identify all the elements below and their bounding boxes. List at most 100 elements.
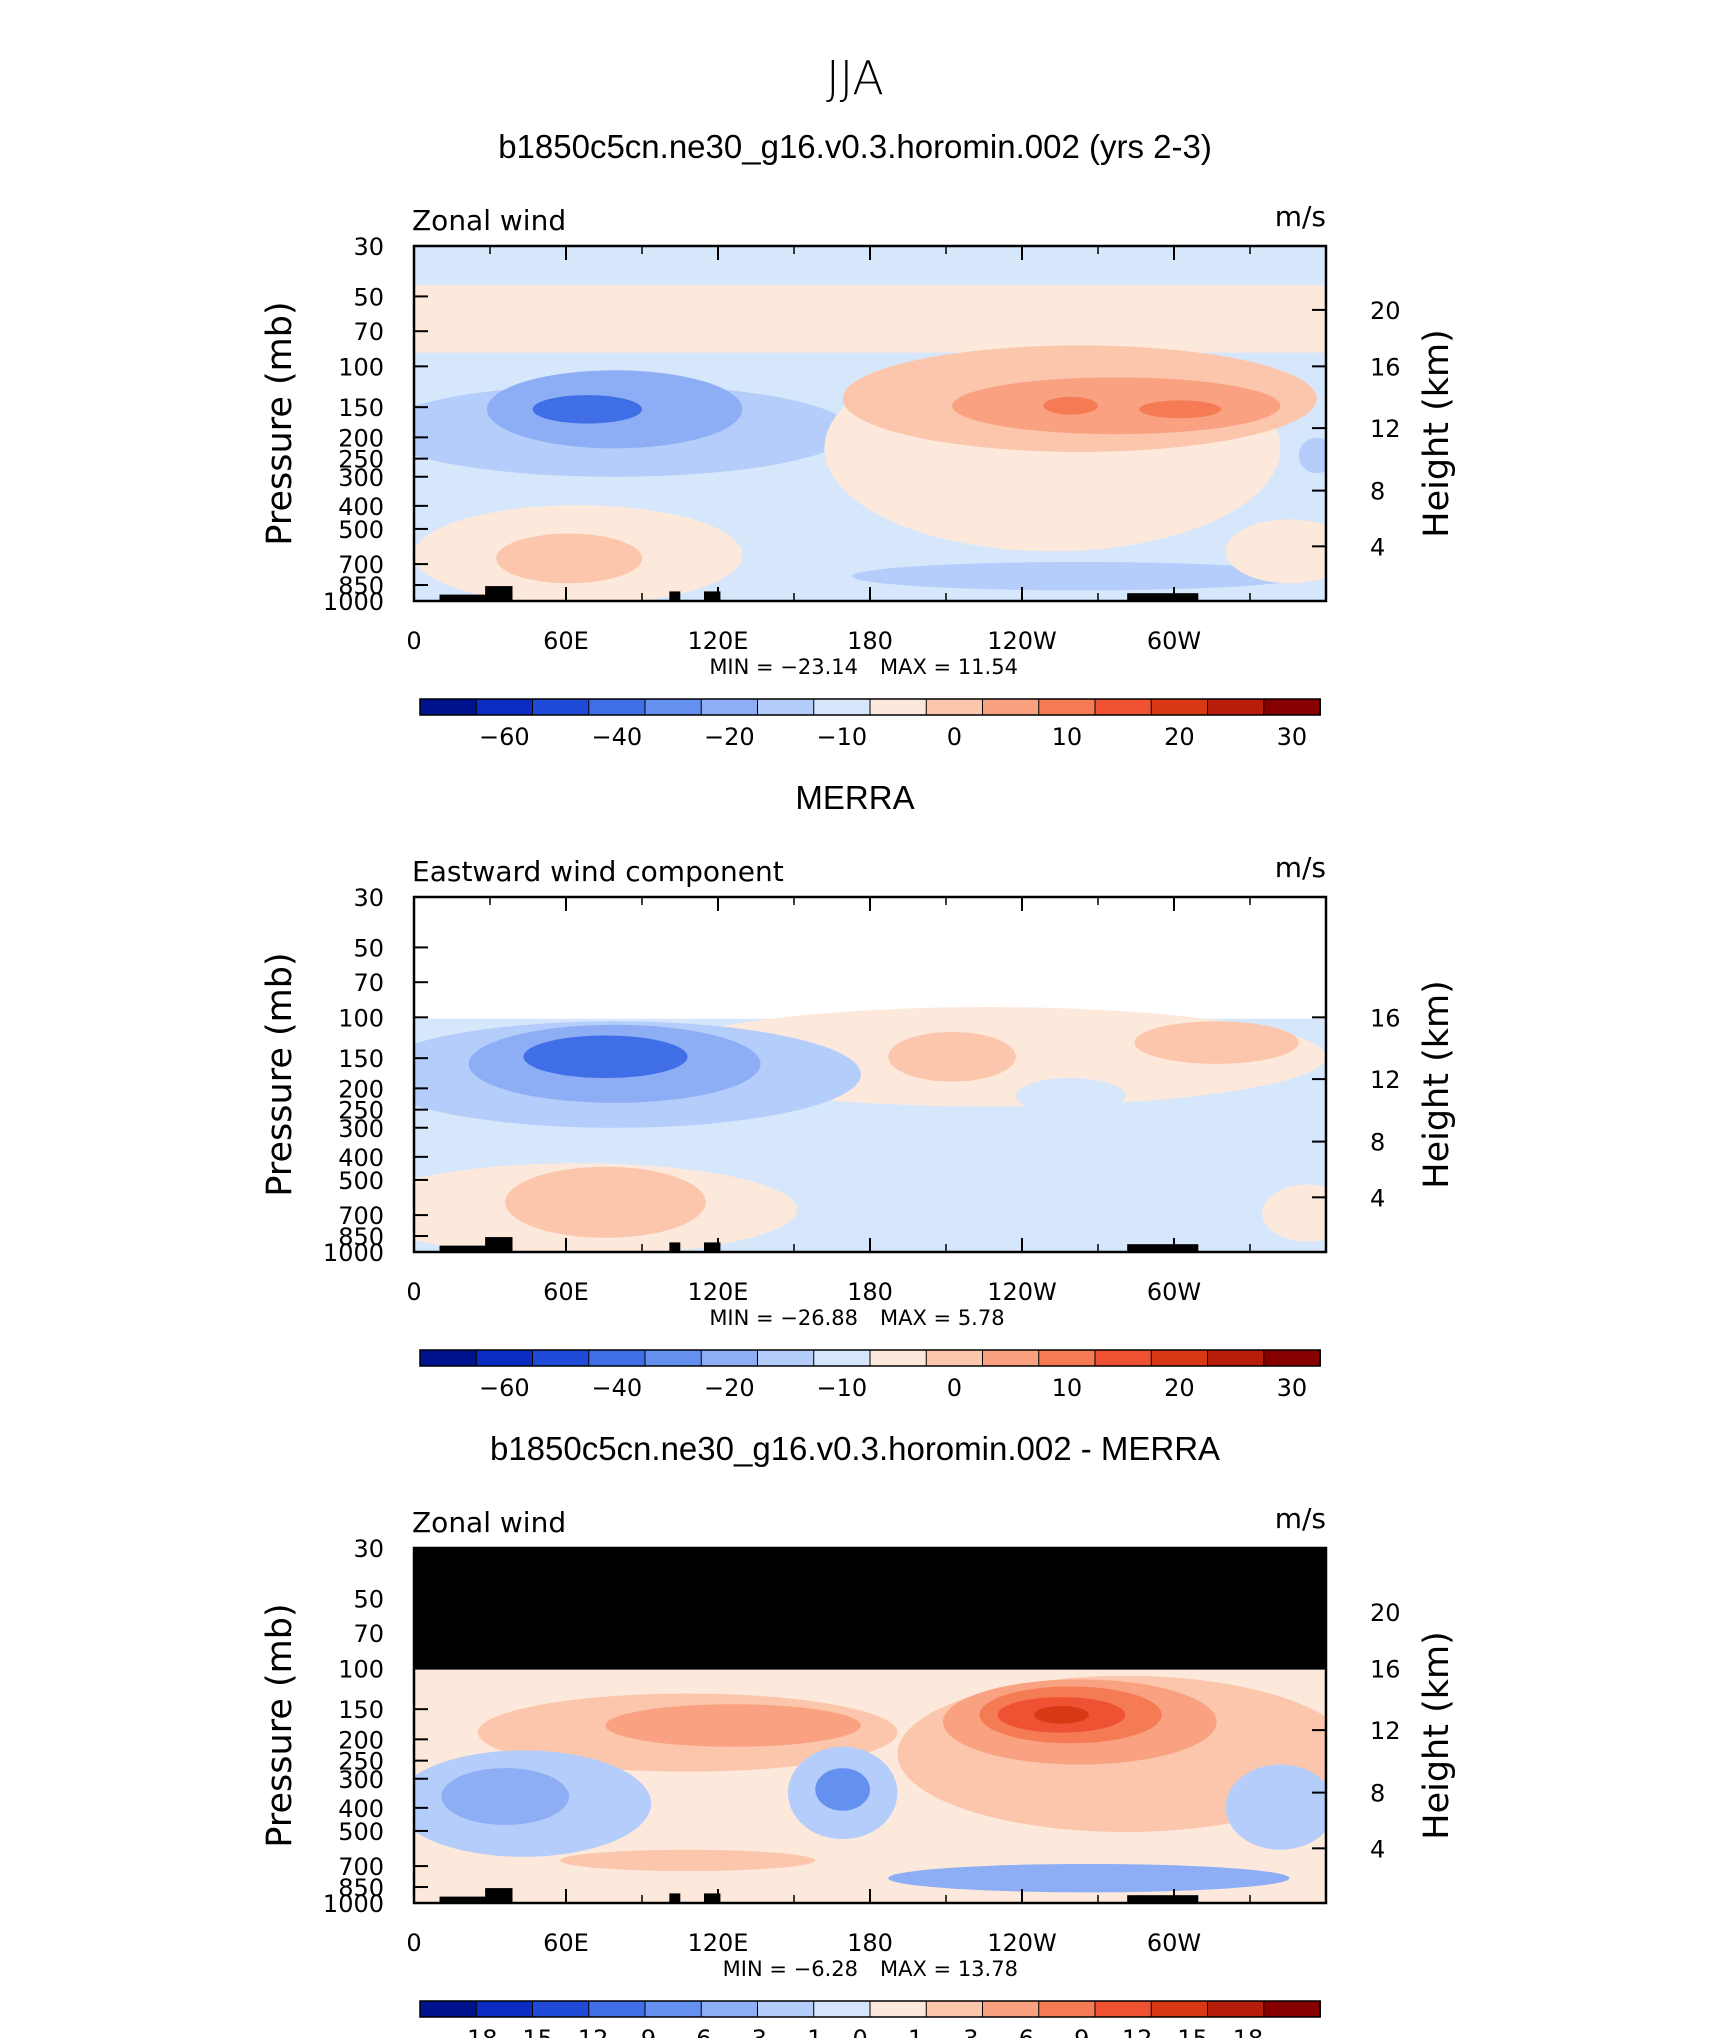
colorbar-box — [1094, 698, 1153, 716]
colorbar-label: −18 — [447, 2025, 498, 2038]
colorbar-box — [757, 2000, 815, 2018]
topography — [704, 1242, 721, 1252]
colorbar: −18 −15 −12 −9 −6 −3 −1 0 1 3 6 9 12 15 18 — [419, 2000, 1321, 2038]
colorbar-label: 30 — [1277, 723, 1308, 751]
y-tick-label: 30 — [353, 233, 384, 261]
x-tick-label: 120W — [987, 1278, 1057, 1306]
topography — [439, 1245, 513, 1252]
y-tick-label: 200 — [338, 1726, 384, 1754]
colorbar-box — [588, 1349, 646, 1367]
colorbar-label: −40 — [592, 723, 643, 751]
colorbar-box — [1150, 1349, 1209, 1367]
colorbar-label: −60 — [479, 1374, 530, 1402]
x-tick-label: 120W — [987, 627, 1057, 655]
colorbar-label: −15 — [502, 2025, 553, 2038]
contour-westerly-gap — [1015, 1078, 1126, 1114]
contour-east-edge — [1225, 519, 1326, 584]
colorbar-box — [1038, 2000, 1096, 2018]
variable-label: Eastward wind component — [412, 855, 784, 888]
x-tick-label: 180 — [847, 1929, 893, 1957]
contour-jet-core — [523, 1035, 688, 1079]
colorbar-label: 1 — [908, 2025, 923, 2038]
y-tick-label: 70 — [353, 969, 384, 997]
field-upper-easterly-band — [414, 285, 1326, 353]
contour-east-jet — [1298, 437, 1326, 474]
y-tick-label: 200 — [338, 1075, 384, 1103]
y-tick-label: 250 — [338, 1097, 384, 1125]
min-value: MIN = −23.14 — [709, 655, 858, 679]
y2-tick-label: 4 — [1370, 1835, 1385, 1863]
y-tick-label: 50 — [353, 1585, 384, 1613]
colorbar-box — [1207, 2000, 1265, 2018]
colorbar-box — [869, 698, 928, 716]
topography — [704, 591, 721, 601]
contour-low-level-inner — [496, 533, 642, 584]
y-tick-label: 400 — [338, 1144, 384, 1172]
y-tick-label: 250 — [338, 446, 384, 474]
topography — [485, 1888, 513, 1903]
colorbar-label: −20 — [704, 723, 755, 751]
contour-field — [414, 1548, 1326, 1903]
x-tick-label: 120W — [987, 1929, 1057, 1957]
units-label: m/s — [1275, 1502, 1326, 1535]
variable-label: Zonal wind — [412, 1506, 566, 1539]
x-tick-label: 60E — [543, 1278, 589, 1306]
y-tick-label: 100 — [338, 353, 384, 381]
colorbar-label: 6 — [1019, 2025, 1034, 2038]
colorbar-box — [869, 2000, 928, 2018]
colorbar-box — [982, 1349, 1040, 1367]
y-tick-label: 850 — [338, 572, 384, 600]
y2-tick-label: 4 — [1370, 1184, 1385, 1212]
y-tick-label: 50 — [353, 283, 384, 311]
colorbar-box — [982, 698, 1040, 716]
panel-3: b1850c5cn.ne30_g16.v0.3.horomin.002 - ME… — [260, 1430, 1457, 2038]
y-tick-label: 70 — [353, 318, 384, 346]
contour-east-cool — [1225, 1764, 1326, 1850]
y-tick-label: 300 — [338, 464, 384, 492]
colorbar-box — [475, 1349, 534, 1367]
colorbar-box — [925, 1349, 984, 1367]
colorbar-box — [1263, 1349, 1321, 1367]
colorbar-label: 3 — [963, 2025, 978, 2038]
figure-title: JJA — [826, 51, 884, 105]
max-value: MAX = 13.78 — [880, 1957, 1018, 1981]
y-tick-label: 50 — [353, 934, 384, 962]
x-tick-label: 0 — [406, 1929, 421, 1957]
contour-east-warm-peak — [1034, 1705, 1089, 1724]
colorbar-box — [700, 2000, 759, 2018]
y2-axis-title: Height (km) — [1417, 1631, 1457, 1840]
panel-1: b1850c5cn.ne30_g16.v0.3.horomin.002 (yrs… — [260, 128, 1457, 751]
colorbar-box — [1094, 1349, 1153, 1367]
topography — [1127, 1895, 1199, 1903]
contour-westerly-b — [1134, 1021, 1299, 1064]
colorbar-box — [813, 1349, 871, 1367]
colorbar-label: −9 — [621, 2025, 656, 2038]
panel-title: b1850c5cn.ne30_g16.v0.3.horomin.002 - ME… — [490, 1430, 1220, 1467]
colorbar-label: 12 — [1122, 2025, 1153, 2038]
colorbar-box — [1207, 1349, 1265, 1367]
y-tick-label: 700 — [338, 1853, 384, 1881]
y2-axis-title: Height (km) — [1417, 329, 1457, 538]
y-tick-label: 500 — [338, 1167, 384, 1195]
colorbar-label: 10 — [1052, 1374, 1083, 1402]
contour-low-cool — [888, 1863, 1290, 1893]
colorbar-label: 18 — [1233, 2025, 1264, 2038]
y2-tick-label: 20 — [1370, 1599, 1401, 1627]
y-tick-label: 700 — [338, 1202, 384, 1230]
colorbar-box — [813, 698, 871, 716]
colorbar-box — [419, 2000, 478, 2018]
topography — [704, 1893, 721, 1903]
y-axis-title: Pressure (mb) — [260, 952, 300, 1196]
y-tick-label: 250 — [338, 1748, 384, 1776]
y-tick-label: 400 — [338, 1795, 384, 1823]
y-tick-label: 200 — [338, 424, 384, 452]
colorbar-box — [475, 2000, 534, 2018]
contour-low-warm — [559, 1849, 816, 1872]
x-tick-label: 120E — [688, 1278, 749, 1306]
x-tick-label: 60W — [1147, 1278, 1201, 1306]
colorbar-box — [588, 2000, 646, 2018]
y-tick-label: 300 — [338, 1115, 384, 1143]
colorbar-box — [700, 1349, 759, 1367]
min-value: MIN = −6.28 — [723, 1957, 858, 1981]
